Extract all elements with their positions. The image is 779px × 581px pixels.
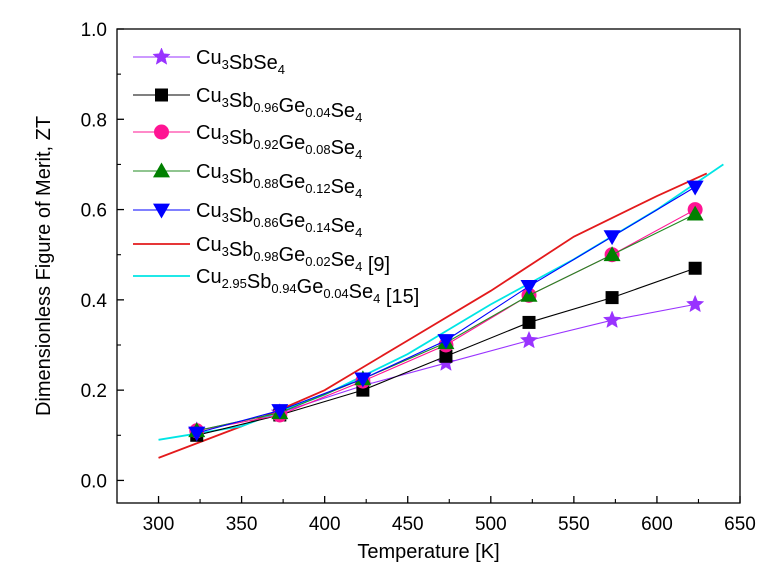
x-tick-label: 550 — [558, 514, 590, 535]
data-point — [520, 279, 538, 295]
x-tick-label: 300 — [143, 514, 175, 535]
data-point — [437, 334, 455, 349]
y-tick-label: 0.0 — [81, 471, 107, 492]
x-tick-label: 600 — [641, 514, 673, 535]
series-4 — [188, 180, 704, 442]
legend-marker — [153, 203, 170, 219]
series-line — [196, 213, 696, 432]
legend-item: Cu3Sb0.98Ge0.02Se4 [9] — [133, 234, 390, 276]
data-point — [522, 315, 536, 329]
data-point — [188, 426, 206, 442]
data-point — [271, 404, 289, 419]
x-tick-label: 650 — [724, 514, 756, 535]
x-tick-label: 500 — [475, 514, 507, 535]
series-line — [196, 303, 696, 432]
legend-item: Cu3SbSe4 — [133, 47, 285, 77]
plot-border — [116, 28, 741, 504]
legend-item: Cu2.95Sb0.94Ge0.04Se4 [15] — [133, 266, 419, 308]
x-tick-label: 400 — [309, 514, 341, 535]
legend-label: Cu3Sb0.86Ge0.14Se4 — [196, 200, 362, 240]
data-point — [354, 372, 372, 388]
legend-item: Cu3Sb0.86Ge0.14Se4 — [133, 200, 362, 240]
plot-frame — [116, 28, 741, 504]
legend-label: Cu3Sb0.92Ge0.08Se4 — [196, 122, 362, 162]
y-axis-title: Dimensionless Figure of Merit, ZT — [33, 116, 55, 416]
data-point — [685, 294, 705, 313]
data-point — [603, 230, 621, 246]
y-axis: 0.0 0.2 0.4 0.6 0.8 1.0 — [81, 20, 124, 492]
x-tick-label: 450 — [392, 514, 424, 535]
y-tick-label: 0.4 — [81, 291, 108, 312]
legend-marker — [153, 162, 170, 178]
y-tick-label: 0.8 — [81, 110, 107, 131]
data-point — [602, 310, 622, 328]
y-tick-label: 0.6 — [81, 201, 107, 222]
legend-marker — [152, 47, 171, 65]
legend-label: Cu3SbSe4 — [196, 47, 285, 77]
legend-label: Cu3Sb0.88Ge0.12Se4 — [196, 161, 362, 201]
legend-marker — [154, 124, 169, 140]
series-3 — [188, 205, 704, 438]
legend-item: Cu3Sb0.88Ge0.12Se4 — [133, 161, 362, 201]
legend-marker — [155, 88, 168, 102]
data-point — [439, 349, 453, 363]
x-axis: 300 350 400 450 500 550 600 650 — [143, 496, 756, 535]
data-point — [603, 246, 621, 262]
series-2 — [189, 202, 703, 439]
x-axis-title: Temperature [K] — [357, 541, 499, 563]
series-line — [196, 209, 696, 432]
legend-label: Cu3Sb0.98Ge0.02Se4 [9] — [196, 234, 390, 276]
y-tick-label: 1.0 — [81, 20, 107, 41]
data-point — [605, 291, 619, 305]
legend-item: Cu3Sb0.92Ge0.08Se4 — [133, 122, 362, 162]
data-point — [688, 261, 702, 275]
data-point — [686, 205, 704, 221]
series-layer — [158, 163, 724, 459]
legend: Cu3SbSe4 Cu3Sb0.96Ge0.04Se4Cu3Sb0.92Ge0.0… — [133, 47, 419, 308]
legend-label: Cu3Sb0.96Ge0.04Se4 — [196, 85, 362, 125]
y-tick-label: 0.2 — [81, 381, 107, 402]
legend-label: Cu2.95Sb0.94Ge0.04Se4 [15] — [196, 266, 419, 308]
data-point — [519, 330, 539, 349]
x-tick-label: 350 — [226, 514, 258, 535]
legend-item: Cu3Sb0.96Ge0.04Se4 — [133, 85, 362, 125]
data-point — [686, 180, 704, 196]
